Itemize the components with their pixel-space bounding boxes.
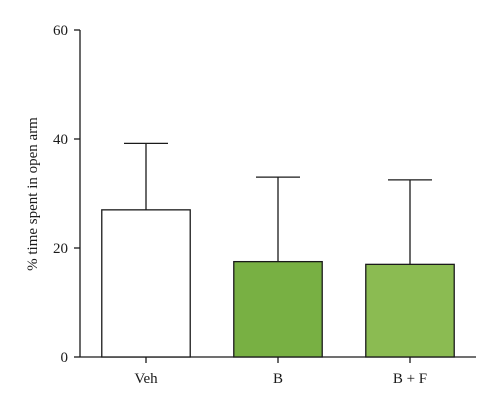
bar-b-f <box>365 263 455 358</box>
y-ticks: 0 20 40 60 <box>53 23 80 366</box>
y-axis-title: % time spent in open arm <box>25 117 41 271</box>
y-tick-label: 20 <box>53 241 68 257</box>
y-tick-label: 40 <box>53 132 68 148</box>
x-tick-label: B <box>273 371 283 387</box>
bar-b <box>233 260 323 358</box>
bar-veh <box>101 209 191 358</box>
x-tick-label: Veh <box>134 371 158 387</box>
bars <box>101 142 455 358</box>
x-tick-label: B + F <box>393 371 427 387</box>
y-tick-label: 0 <box>61 350 69 366</box>
x-tick-labels: Veh B B + F <box>134 357 427 387</box>
y-tick-label: 60 <box>53 23 68 39</box>
